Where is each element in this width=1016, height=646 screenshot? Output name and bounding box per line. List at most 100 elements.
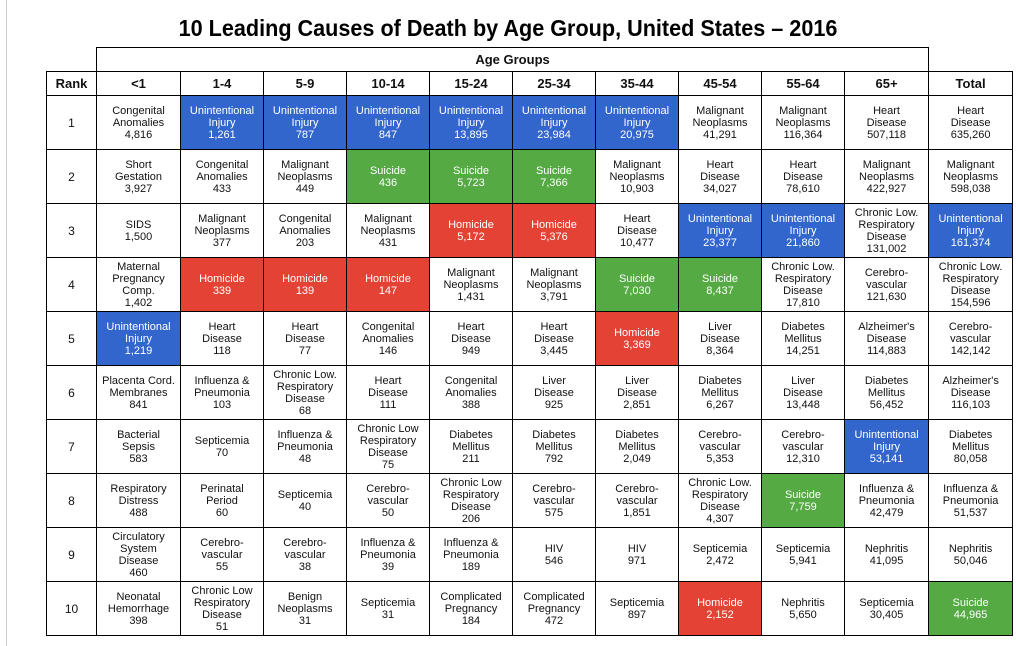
- cause-cell: Nephritis 41,095: [843, 527, 930, 582]
- cause-cell: Cerebro-vascular 38: [263, 527, 347, 582]
- cause-cell: Suicide 7,030: [595, 257, 679, 312]
- death-count: 847: [378, 128, 398, 141]
- cause-name-line: Congenital: [195, 158, 249, 171]
- cause-cell-content: Influenza & Pneumonia 51,537: [930, 483, 1012, 519]
- cause-cell: Influenza & Pneumonia 103: [180, 365, 264, 420]
- cause-name-line: Heart: [957, 104, 985, 117]
- cause-name-line: Disease: [783, 284, 823, 297]
- cause-name-line: Unintentional: [355, 104, 421, 117]
- cause-name-line: Chronic Low.: [938, 260, 1003, 273]
- death-count: 161,374: [950, 236, 991, 249]
- cause-name-line: Septicemia: [692, 542, 748, 555]
- cause-cell: Heart Disease 949: [429, 311, 513, 366]
- cause-name-line: Injury: [623, 116, 651, 129]
- death-count: 142,142: [950, 344, 991, 357]
- death-count: 184: [461, 614, 481, 627]
- cause-cell-content: Suicide 7,759: [763, 488, 844, 513]
- cause-name-line: Respiratory: [110, 482, 167, 495]
- death-count: 50,046: [953, 554, 988, 567]
- cause-name-line: Suicide: [535, 164, 573, 177]
- cause-cell-content: Placenta Cord. Membranes 841: [98, 375, 180, 411]
- death-count: 20,975: [620, 128, 654, 141]
- cause-cell-content: Nephritis 5,650: [763, 597, 844, 621]
- causes-of-death-table: Age Groups Rank <1 1-4 5-9 10-14 15-24 25-34 3…: [46, 47, 1014, 636]
- cause-cell: Heart Disease 77: [263, 311, 347, 366]
- death-count: 70: [215, 446, 229, 459]
- cause-cell-content: Congenital Anomalies 146: [348, 320, 429, 357]
- death-count: 139: [295, 284, 315, 297]
- cause-cell-content: Respiratory Distress 488: [98, 482, 180, 519]
- cause-name-line: Diabetes: [864, 374, 909, 387]
- cause-name-line: Septicemia: [609, 596, 665, 609]
- cause-name-line: Neoplasms: [859, 170, 915, 183]
- cause-cell-content: Septicemia 30,405: [846, 597, 928, 621]
- cause-cell-content: Chronic Low Respiratory Disease 51: [182, 585, 263, 633]
- cause-cell: Liver Disease 8,364: [678, 311, 762, 366]
- cause-cell: Circulatory System Disease 460: [96, 527, 181, 582]
- death-count: 31: [298, 614, 312, 627]
- cause-name-line: Short: [125, 158, 152, 171]
- cause-name-line: Pneumonia: [942, 494, 999, 507]
- cause-cell-content: Cerebro-vascular 121,630: [846, 267, 928, 303]
- death-count: 1,261: [208, 128, 236, 141]
- cause-name-line: Unintentional: [106, 320, 171, 333]
- table-row: 4 Maternal Pregnancy Comp. 1,402 Homicide 339 H…: [46, 257, 1014, 312]
- cause-name-line: Congenital: [361, 320, 415, 333]
- death-count: 14,251: [786, 344, 820, 357]
- cause-name-line: Unintentional: [854, 428, 919, 441]
- cause-cell-content: Chronic Low. Respiratory Disease 68: [265, 369, 346, 417]
- cause-name-line: Homicide: [282, 272, 328, 285]
- cause-cell: Unintentional Injury 13,895: [429, 95, 513, 150]
- cause-name-line: Cerebro-: [283, 536, 327, 549]
- death-count: 1,431: [457, 290, 485, 303]
- cause-cell-content: Septicemia 40: [265, 489, 346, 513]
- cause-cell-content: Heart Disease 507,118: [846, 105, 928, 141]
- cause-name-line: Influenza &: [194, 374, 250, 387]
- rank-header: Rank: [46, 71, 97, 96]
- cause-cell-content: Diabetes Mellitus 14,251: [763, 321, 844, 357]
- cause-name-line: Mellitus: [452, 440, 490, 453]
- cause-cell-content: Cerebro-vascular 55: [182, 537, 263, 573]
- cause-name-line: Respiratory: [359, 434, 417, 447]
- death-count: 472: [544, 614, 564, 627]
- column-header: 45-54: [678, 71, 762, 96]
- cause-cell: Suicide 5,723: [429, 149, 513, 204]
- cause-name-line: Suicide: [784, 488, 822, 501]
- cause-name-line: Diabetes: [698, 374, 742, 387]
- death-count: 546: [544, 554, 564, 567]
- cause-cell-content: Nephritis 41,095: [846, 543, 928, 567]
- cause-cell: Cerebro-vascular 12,310: [761, 419, 845, 474]
- death-count: 2,472: [706, 554, 734, 567]
- cause-cell-content: Malignant Neoplasms 377: [182, 213, 263, 249]
- table-row: 1 Congenital Anomalies 4,816 Unintentional In…: [46, 95, 1014, 150]
- rank-cell: 8: [46, 473, 97, 528]
- cause-name-line: Unintentional: [189, 104, 255, 117]
- cause-cell-content: Diabetes Mellitus 792: [514, 429, 595, 465]
- cause-cell-content: Cerebro-vascular 1,851: [597, 483, 678, 519]
- cause-name-line: Respiratory: [942, 272, 999, 285]
- cause-cell-content: Unintentional Injury 787: [265, 105, 346, 141]
- death-count: 388: [461, 398, 481, 411]
- death-count: 925: [544, 398, 564, 411]
- death-count: 114,883: [867, 344, 907, 357]
- table-row: 2 Short Gestation 3,927 Congenital Anomalies 4…: [46, 149, 1014, 204]
- column-header: Total: [928, 71, 1014, 96]
- cause-cell: Malignant Neoplasms 3,791: [512, 257, 596, 312]
- death-count: 211: [462, 452, 480, 465]
- cause-cell: Placenta Cord. Membranes 841: [96, 365, 181, 420]
- table-row: 10 Neonatal Hemorrhage 398 Chronic Low Respir…: [46, 581, 1014, 636]
- cause-cell-content: Heart Disease 10,477: [597, 213, 678, 249]
- cause-cell-content: Chronic Low. Respiratory Disease 4,307: [680, 477, 761, 525]
- cause-cell: Malignant Neoplasms 422,927: [843, 149, 930, 204]
- cause-cell: Malignant Neoplasms 377: [180, 203, 264, 258]
- death-count: 449: [295, 182, 315, 195]
- cause-cell: Homicide 5,376: [512, 203, 596, 258]
- cause-cell: Homicide 339: [180, 257, 264, 312]
- cause-name-line: Mellitus: [618, 440, 656, 453]
- cause-cell-content: Influenza & Pneumonia 103: [182, 374, 263, 411]
- cause-cell: Cerebro-vascular 5,353: [678, 419, 762, 474]
- page-title: 10 Leading Causes of Death by Age Group,…: [178, 15, 838, 41]
- death-count: 422,927: [866, 182, 907, 195]
- cause-cell: Cerebro-vascular 55: [180, 527, 264, 582]
